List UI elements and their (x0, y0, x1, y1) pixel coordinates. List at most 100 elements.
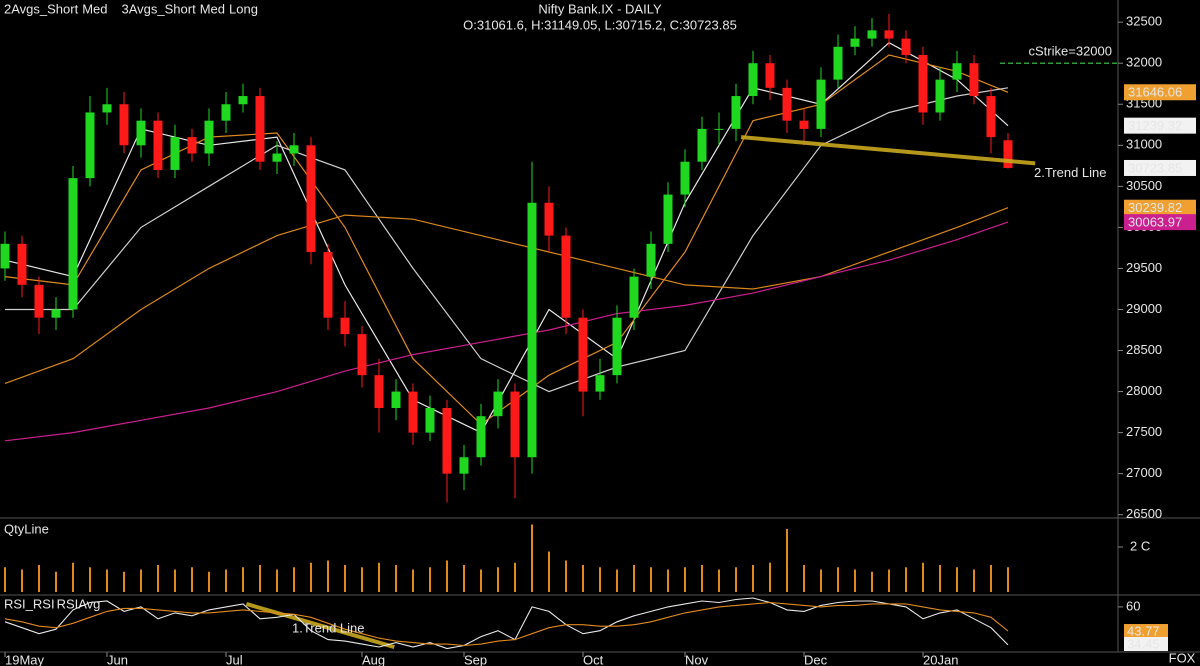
volume-bar (140, 569, 142, 592)
volume-bar (242, 567, 244, 592)
legend-entry: RSIAvg (57, 596, 101, 611)
moving-average (5, 87, 1009, 393)
candle-body (935, 79, 945, 113)
candle-body (527, 202, 537, 458)
volume-bar (395, 565, 397, 592)
candle-body (799, 120, 809, 129)
volume-bar (293, 567, 295, 592)
candle-body (561, 235, 571, 318)
volume-bar (718, 569, 720, 592)
volume-bar (854, 569, 856, 592)
candle-body (578, 317, 588, 392)
strike-label: cStrike=32000 (1029, 44, 1112, 59)
value-box (1124, 637, 1168, 651)
candle-body (459, 457, 469, 474)
volume-bar (480, 569, 482, 592)
candle-body (221, 104, 231, 121)
y-tick-label: 32500 (1126, 14, 1162, 29)
candle-body (289, 145, 299, 154)
volume-bar (956, 567, 958, 592)
candle-body (748, 63, 758, 97)
x-tick-label: Aug (362, 652, 385, 666)
value-box (1124, 117, 1196, 134)
candle-body (663, 194, 673, 244)
candle-body (306, 145, 316, 253)
value-box (1124, 84, 1196, 101)
legend-entry: Med (82, 1, 107, 16)
volume-bar (514, 562, 516, 592)
volume-bar (174, 569, 176, 592)
y-tick-label: 29500 (1126, 260, 1162, 275)
value-box-label: 30063.97 (1128, 215, 1182, 230)
volume-bar (259, 565, 261, 592)
candle-body (340, 317, 350, 335)
volume-bar (429, 567, 431, 592)
candle-body (425, 407, 435, 433)
y-tick-label: 28500 (1126, 342, 1162, 357)
value-box-label: 43.77 (1127, 623, 1160, 638)
volume-bar (310, 562, 312, 592)
volume-bar (616, 569, 618, 592)
candle-body (884, 30, 894, 39)
y-tick-label: 2 C (1130, 538, 1150, 553)
y-tick-label: 32000 (1126, 55, 1162, 70)
volume-bar (565, 560, 567, 592)
candle-body (697, 128, 707, 162)
volume-bar (89, 567, 91, 592)
value-box (1124, 159, 1196, 176)
value-box (1124, 624, 1168, 639)
candle-body (595, 375, 605, 392)
volume-bar (990, 565, 992, 592)
candle-body (34, 284, 44, 318)
volume-bar (157, 565, 159, 592)
value-box-label: 31239.32 (1128, 118, 1182, 133)
volume-bar (701, 565, 703, 592)
volume-bar (650, 567, 652, 592)
rsi-line (4, 601, 1009, 647)
x-tick-label: Jun (107, 652, 128, 666)
x-tick-label: Sep (464, 652, 487, 666)
volume-bar (21, 569, 23, 592)
volume-bar (820, 569, 822, 592)
candle-body (646, 243, 656, 277)
volume-bar (599, 567, 601, 592)
candle-body (391, 391, 401, 408)
volume-bar (55, 571, 57, 592)
y-tick-label: 31000 (1126, 137, 1162, 152)
trend-line (740, 135, 1036, 166)
volume-bar (1007, 567, 1009, 592)
volume-bar (837, 567, 839, 592)
candle-body (51, 309, 61, 318)
candle-body (119, 104, 129, 146)
volume-bar (752, 565, 754, 592)
legend-entry: Long (229, 1, 258, 16)
candle-body (187, 137, 197, 154)
volume-bar (106, 569, 108, 592)
candle-body (833, 46, 843, 80)
candle-body (357, 334, 367, 376)
volume-bar (633, 565, 635, 592)
volume-bar (344, 565, 346, 592)
volume-bar (225, 569, 227, 592)
candle-body (102, 104, 112, 113)
volume-bar (412, 569, 414, 592)
ohlc-readout: O:31061.6, H:31149.05, L:30715.2, C:3072… (463, 17, 737, 32)
candle-body (867, 30, 877, 39)
y-tick-label: 26500 (1126, 506, 1162, 521)
candle-body (612, 317, 622, 376)
candle-body (170, 137, 180, 170)
y-tick-label: 30500 (1126, 178, 1162, 193)
volume-bar (327, 560, 329, 592)
volume-bar (361, 567, 363, 592)
volume-bar (38, 565, 40, 592)
y-tick-label: 60 (1126, 598, 1140, 613)
candle-body (731, 96, 741, 129)
candle-body (765, 63, 775, 88)
candle-body (901, 38, 911, 56)
volume-bar (939, 565, 941, 592)
chart-title: Nifty Bank.IX - DAILY (538, 1, 662, 16)
candle-body (986, 96, 996, 138)
